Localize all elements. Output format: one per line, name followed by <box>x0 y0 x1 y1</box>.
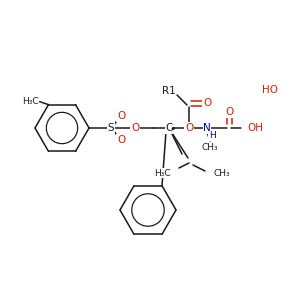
Text: H₃C: H₃C <box>154 169 171 178</box>
Text: O: O <box>117 135 125 145</box>
Text: R1: R1 <box>162 86 176 96</box>
Text: CH₃: CH₃ <box>202 143 218 152</box>
Text: H: H <box>208 131 215 140</box>
Text: C: C <box>165 123 173 133</box>
Text: H₃C: H₃C <box>22 97 39 106</box>
Text: O: O <box>203 98 211 108</box>
Text: OH: OH <box>247 123 263 133</box>
Text: O: O <box>225 107 233 117</box>
Text: •: • <box>170 124 176 134</box>
Text: HO: HO <box>262 85 278 95</box>
Text: CH₃: CH₃ <box>213 169 230 178</box>
Text: O: O <box>117 111 125 121</box>
Text: O: O <box>131 123 139 133</box>
Text: N: N <box>203 123 211 133</box>
Text: S: S <box>108 123 114 133</box>
Text: O: O <box>185 123 193 133</box>
